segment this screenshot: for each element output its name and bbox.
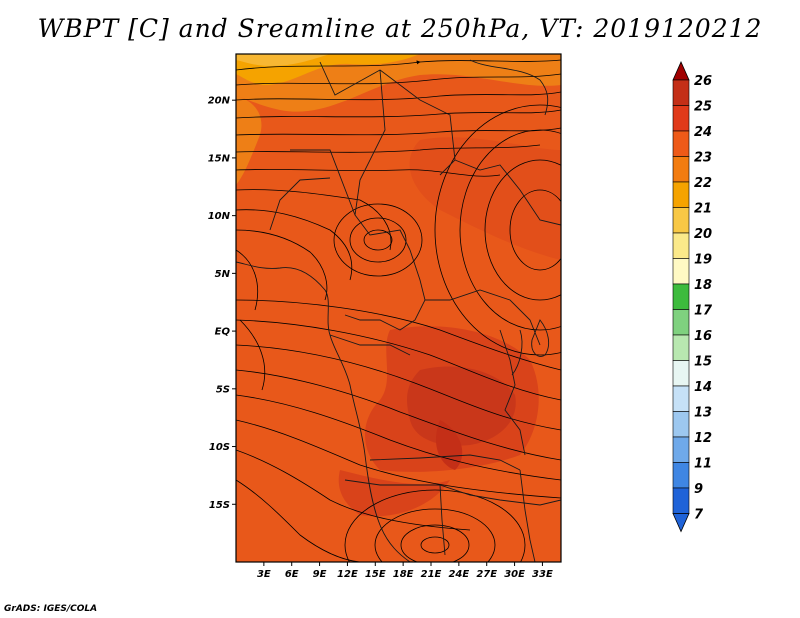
colorbar-label: 24 (694, 125, 712, 140)
colorbar-segment (672, 309, 690, 336)
colorbar-label: 7 (694, 508, 704, 523)
lat-tick-label: 15S (209, 500, 230, 511)
lon-tick-label: 12E (337, 569, 358, 580)
lat-tick-label: 5N (215, 269, 231, 280)
colorbar-label: 18 (694, 278, 712, 293)
colorbar-label: 17 (694, 304, 713, 319)
colorbar-label: 19 (694, 253, 712, 268)
colorbar-label: 22 (694, 176, 712, 191)
plot-frame (235, 53, 562, 563)
lon-tick-label: 27E (476, 569, 497, 580)
longitude-axis: 3E 6E 9E 12E 15E 18E 21E 24E 27E 30E 33E (257, 562, 553, 580)
colorbar-label: 11 (694, 457, 712, 472)
colorbar-segment (672, 360, 690, 387)
colorbar-label: 12 (694, 431, 712, 446)
colorbar-label: 9 (694, 482, 703, 497)
colorbar-segment (672, 334, 690, 361)
lon-tick-label: 24E (448, 569, 469, 580)
colorbar-label: 20 (694, 227, 712, 242)
country-borders (236, 59, 561, 562)
colorbar-segment (672, 156, 690, 183)
colorbar-label: 26 (694, 74, 712, 89)
lat-tick-label: 15N (208, 153, 231, 164)
colorbar-label: 13 (694, 406, 712, 421)
colorbar-segment (672, 283, 690, 310)
grads-credit: GrADS: IGES/COLA (4, 604, 98, 614)
colorbar-segment (672, 385, 690, 412)
latitude-axis: 20N 15N 10N 5N EQ 5S 10S 15S (208, 96, 236, 511)
colorbar-segment (672, 207, 690, 234)
lon-tick-label: 9E (313, 569, 327, 580)
colorbar-label: 15 (694, 355, 712, 370)
colorbar-segment (672, 232, 690, 259)
lat-tick-label: EQ (215, 327, 231, 338)
colorbar-min-arrow (672, 513, 690, 533)
lon-tick-label: 6E (285, 569, 299, 580)
colorbar-segment (672, 462, 690, 489)
colorbar-segment (672, 487, 690, 514)
colorbar-segment (672, 411, 690, 438)
lon-tick-label: 21E (421, 569, 442, 580)
colorbar-label: 23 (694, 151, 712, 166)
lon-tick-label: 18E (393, 569, 414, 580)
lon-tick-label: 33E (532, 569, 553, 580)
colorbar-segment (672, 105, 690, 132)
lon-tick-label: 3E (257, 569, 271, 580)
streamlines (236, 59, 561, 562)
colorbar-label: 16 (694, 329, 712, 344)
colorbar-segment (672, 258, 690, 285)
lat-tick-label: 20N (208, 96, 231, 107)
colorbar-label: 14 (694, 380, 712, 395)
colorbar-segment (672, 436, 690, 463)
colorbar-segment (672, 79, 690, 106)
colorbar-max-arrow (672, 61, 690, 81)
wbpt-field (236, 54, 561, 562)
lon-tick-label: 30E (504, 569, 525, 580)
chart-title: WBPT [C] and Sreamline at 250hPa, VT: 20… (37, 14, 763, 43)
colorbar-segment (672, 130, 690, 157)
colorbar-segment (672, 181, 690, 208)
lat-tick-label: 5S (216, 384, 230, 395)
colorbar-label: 21 (694, 202, 712, 217)
colorbar-label: 25 (694, 100, 712, 115)
colorbar: 26 25 24 23 22 21 20 19 18 17 16 15 14 13 12 11 9 7 (672, 61, 713, 533)
lat-tick-label: 10N (208, 211, 231, 222)
lat-tick-label: 10S (209, 442, 230, 453)
lon-tick-label: 15E (365, 569, 386, 580)
